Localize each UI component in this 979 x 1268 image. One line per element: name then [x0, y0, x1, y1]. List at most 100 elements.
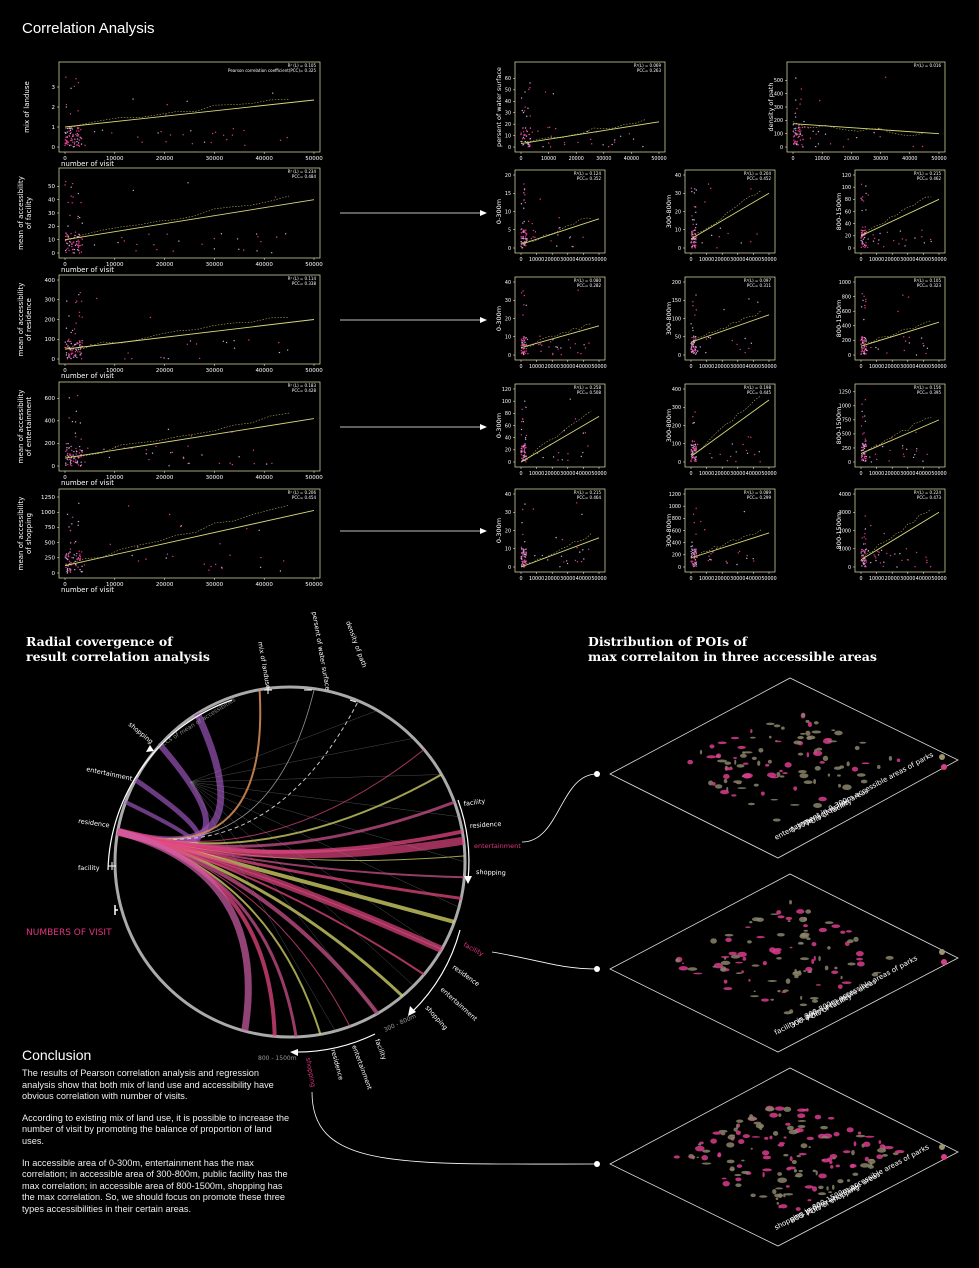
- data-point: [883, 532, 885, 535]
- poi-area: [710, 1138, 717, 1144]
- data-point: [72, 348, 74, 351]
- data-point: [797, 136, 799, 139]
- data-point: [583, 558, 585, 560]
- poi-area: [855, 1134, 866, 1138]
- regression-line: [64, 99, 315, 128]
- data-point: [861, 565, 863, 567]
- poi-area: [776, 933, 785, 937]
- poi-area: [742, 1134, 751, 1139]
- data-point: [591, 143, 593, 145]
- data-point: [109, 543, 112, 546]
- regression-line: [860, 419, 940, 454]
- data-point: [66, 358, 69, 360]
- data-point: [870, 524, 872, 527]
- data-point: [66, 300, 68, 302]
- data-point: [525, 350, 527, 352]
- data-point: [750, 436, 752, 439]
- stat-label: PCC= 0.428: [292, 388, 317, 393]
- poi-area: [805, 966, 813, 972]
- data-point: [529, 137, 532, 140]
- data-point: [78, 139, 81, 141]
- poi-area: [785, 1122, 791, 1126]
- stat-label: PCC= 0.282: [577, 283, 602, 288]
- data-point: [694, 447, 696, 449]
- data-point: [862, 339, 864, 342]
- poi-area: [675, 958, 680, 963]
- data-point: [70, 139, 72, 142]
- x-tick-label: 50000: [931, 364, 946, 370]
- data-point: [690, 560, 692, 562]
- radial-label: residence: [329, 1048, 345, 1081]
- data-point: [222, 134, 225, 136]
- stat-label: R² (L) = 0.114: [288, 276, 317, 281]
- data-point: [695, 561, 697, 563]
- poi-area: [720, 966, 727, 972]
- y-tick-label: 200: [842, 338, 851, 344]
- poi-area: [742, 762, 749, 765]
- y-tick-label: 600: [45, 396, 56, 402]
- x-tick-label: 40000: [576, 471, 591, 477]
- x-tick-label: 20000: [885, 576, 900, 582]
- y-tick-label: 5: [508, 228, 511, 234]
- data-point: [798, 126, 800, 128]
- data-point: [65, 232, 67, 234]
- page-title: Correlation Analysis: [22, 20, 155, 37]
- data-point: [693, 206, 696, 208]
- poi-area: [863, 1141, 871, 1147]
- data-point: [229, 462, 231, 464]
- data-point: [860, 236, 862, 238]
- data-point: [576, 546, 578, 549]
- poi-area: [812, 1169, 817, 1173]
- data-point: [66, 347, 68, 349]
- radial-label: entertainment: [474, 842, 521, 850]
- data-point: [163, 357, 165, 359]
- data-point: [225, 341, 228, 344]
- x-tick-label: 50000: [591, 576, 606, 582]
- y-tick-label: 1000: [669, 504, 681, 510]
- data-point: [563, 561, 565, 563]
- poi-area: [803, 929, 809, 932]
- data-point: [691, 451, 694, 453]
- x-tick-label: 30000: [873, 156, 888, 162]
- poi-area: [837, 1179, 844, 1184]
- data-point: [522, 314, 524, 316]
- data-point: [696, 443, 699, 446]
- data-point: [793, 128, 795, 130]
- poi-area: [805, 719, 810, 723]
- data-point: [524, 231, 526, 233]
- data-point: [79, 464, 82, 467]
- data-point: [807, 127, 810, 129]
- data-point: [221, 567, 223, 570]
- data-point: [231, 463, 234, 466]
- data-point: [793, 141, 796, 143]
- data-point: [561, 459, 563, 461]
- data-point: [65, 106, 68, 108]
- y-tick-label: 30: [505, 111, 511, 117]
- data-point: [690, 555, 693, 558]
- y-tick-label: 50: [48, 184, 55, 190]
- regression-line: [860, 511, 940, 561]
- y-tick-label: 10: [505, 547, 511, 553]
- data-point: [864, 339, 866, 341]
- data-point: [76, 144, 79, 146]
- data-point: [69, 571, 72, 573]
- data-point: [66, 131, 69, 133]
- poi-area: [798, 770, 807, 774]
- data-point: [802, 146, 804, 148]
- data-point: [817, 130, 820, 133]
- data-point: [865, 244, 867, 246]
- poi-area: [733, 1127, 738, 1132]
- x-tick-label: 0: [791, 156, 794, 162]
- data-point: [81, 565, 83, 568]
- poi-area: [765, 1106, 775, 1112]
- y-tick-label: 100: [45, 337, 56, 343]
- y-tick-label: 30: [505, 298, 511, 304]
- y-tick-label: 40: [845, 221, 851, 227]
- data-point: [190, 435, 193, 437]
- data-point: [172, 555, 174, 558]
- data-point: [746, 554, 748, 557]
- radial-label: 300 - 800m: [383, 1013, 418, 1034]
- data-point: [520, 434, 523, 436]
- stat-label: R²(L) = 0.224: [914, 490, 942, 495]
- data-point: [258, 529, 260, 531]
